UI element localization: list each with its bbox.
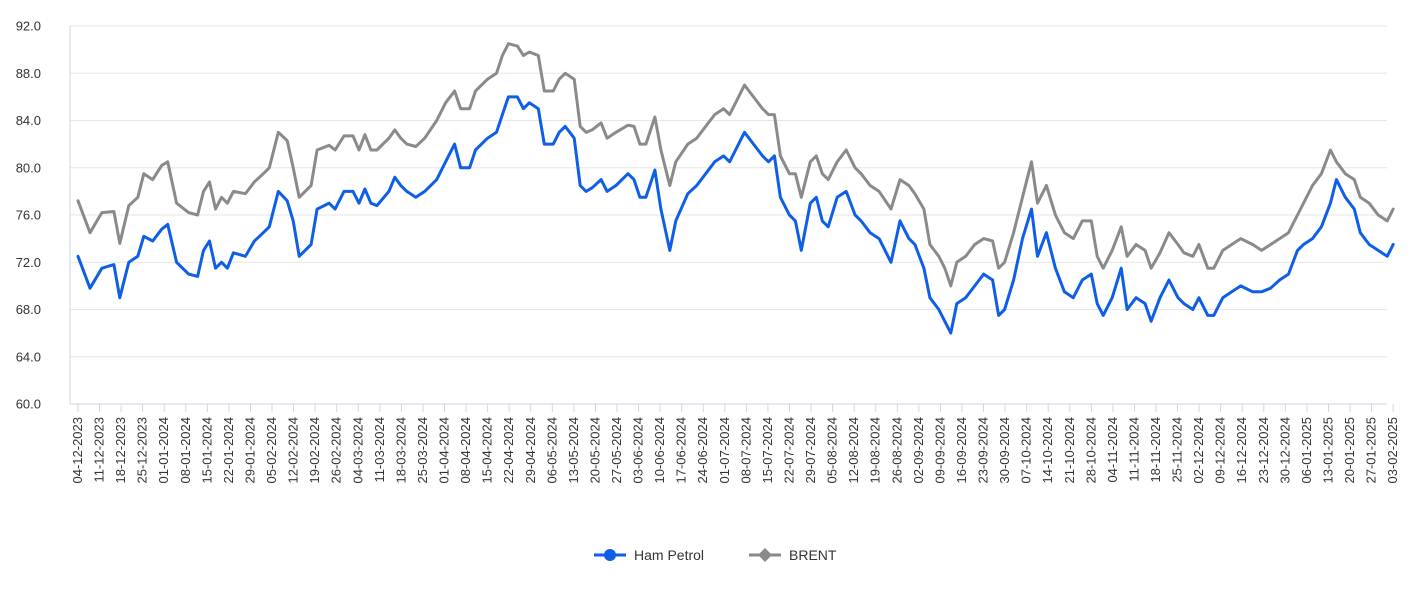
x-tick-label: 13-01-2025 bbox=[1320, 417, 1335, 484]
x-tick-label: 13-05-2024 bbox=[566, 417, 581, 484]
x-tick-label: 09-12-2024 bbox=[1213, 417, 1228, 484]
legend-label: Ham Petrol bbox=[634, 547, 704, 563]
x-axis-ticks: 04-12-2023 11-12-2023 18-12-2023 25-12-2023… bbox=[70, 404, 1400, 484]
series-lines bbox=[76, 42, 1395, 335]
x-tick-label: 07-10-2024 bbox=[1019, 417, 1034, 484]
x-tick-label: 18-11-2024 bbox=[1148, 417, 1163, 483]
x-tick-label: 16-09-2024 bbox=[954, 417, 969, 484]
x-tick-label: 20-01-2025 bbox=[1342, 417, 1357, 484]
x-tick-label: 08-04-2024 bbox=[458, 417, 473, 484]
x-tick-label: 25-12-2023 bbox=[135, 417, 150, 484]
y-axis-ticks: 60.0 64.0 68.0 72.0 76.0 80.0 84.0 88.0 92.0 bbox=[16, 19, 41, 412]
x-tick-label: 03-02-2025 bbox=[1385, 417, 1400, 484]
x-tick-label: 24-06-2024 bbox=[695, 417, 710, 484]
legend-circle-icon bbox=[604, 549, 616, 561]
x-tick-label: 29-04-2024 bbox=[523, 417, 538, 484]
x-tick-label: 11-12-2023 bbox=[92, 417, 107, 483]
gridlines bbox=[70, 25, 1387, 358]
y-tick-label: 88.0 bbox=[16, 66, 41, 81]
y-tick-label: 84.0 bbox=[16, 113, 41, 128]
x-tick-label: 19-08-2024 bbox=[868, 417, 883, 484]
x-tick-label: 11-03-2024 bbox=[372, 417, 387, 483]
x-tick-label: 01-04-2024 bbox=[437, 417, 452, 484]
x-tick-label: 02-09-2024 bbox=[911, 417, 926, 484]
y-tick-label: 72.0 bbox=[16, 255, 41, 270]
legend[interactable]: Ham Petrol BRENT bbox=[594, 547, 837, 563]
x-tick-label: 10-06-2024 bbox=[652, 417, 667, 484]
y-tick-label: 80.0 bbox=[16, 160, 41, 175]
x-tick-label: 01-07-2024 bbox=[717, 417, 732, 484]
x-tick-label: 27-01-2025 bbox=[1364, 417, 1379, 484]
legend-item-ham-petrol[interactable]: Ham Petrol bbox=[594, 547, 704, 563]
x-tick-label: 23-12-2024 bbox=[1256, 417, 1271, 484]
x-tick-label: 01-01-2024 bbox=[156, 417, 171, 484]
x-tick-label: 25-03-2024 bbox=[415, 417, 430, 484]
x-tick-label: 14-10-2024 bbox=[1040, 417, 1055, 484]
x-tick-label: 03-06-2024 bbox=[631, 417, 646, 484]
x-tick-label: 04-12-2023 bbox=[70, 417, 85, 484]
x-tick-label: 26-02-2024 bbox=[329, 417, 344, 484]
legend-item-brent[interactable]: BRENT bbox=[749, 547, 837, 563]
y-tick-label: 92.0 bbox=[16, 19, 41, 34]
x-tick-label: 27-05-2024 bbox=[609, 417, 624, 484]
x-tick-label: 12-02-2024 bbox=[286, 417, 301, 484]
x-tick-label: 08-01-2024 bbox=[178, 417, 193, 484]
y-tick-label: 64.0 bbox=[16, 349, 41, 364]
legend-label: BRENT bbox=[789, 547, 837, 563]
x-tick-label: 04-03-2024 bbox=[350, 417, 365, 484]
x-tick-label: 18-03-2024 bbox=[393, 417, 408, 484]
x-tick-label: 17-06-2024 bbox=[674, 417, 689, 484]
x-tick-label: 22-04-2024 bbox=[501, 417, 516, 484]
x-tick-label: 11-11-2024 bbox=[1126, 417, 1141, 482]
x-tick-label: 15-07-2024 bbox=[760, 417, 775, 484]
x-tick-label: 29-01-2024 bbox=[242, 417, 257, 484]
series-line-brent bbox=[76, 42, 1395, 288]
y-tick-label: 60.0 bbox=[16, 397, 41, 412]
x-tick-label: 22-01-2024 bbox=[221, 417, 236, 484]
y-tick-label: 76.0 bbox=[16, 208, 41, 223]
x-tick-label: 29-07-2024 bbox=[803, 417, 818, 484]
legend-diamond-icon bbox=[758, 548, 772, 562]
x-tick-label: 04-11-2024 bbox=[1105, 417, 1120, 483]
x-tick-label: 06-05-2024 bbox=[544, 417, 559, 484]
x-tick-label: 22-07-2024 bbox=[781, 417, 796, 484]
x-tick-label: 25-11-2024 bbox=[1170, 417, 1185, 483]
x-tick-label: 18-12-2023 bbox=[113, 417, 128, 484]
x-tick-label: 08-07-2024 bbox=[738, 417, 753, 484]
x-tick-label: 30-09-2024 bbox=[997, 417, 1012, 484]
x-tick-label: 12-08-2024 bbox=[846, 417, 861, 484]
x-tick-label: 30-12-2024 bbox=[1277, 417, 1292, 484]
x-tick-label: 21-10-2024 bbox=[1062, 417, 1077, 484]
x-tick-label: 05-02-2024 bbox=[264, 417, 279, 484]
x-tick-label: 23-09-2024 bbox=[976, 417, 991, 484]
axes bbox=[69, 26, 1387, 405]
x-tick-label: 09-09-2024 bbox=[932, 417, 947, 484]
x-tick-label: 15-01-2024 bbox=[199, 417, 214, 484]
x-tick-label: 16-12-2024 bbox=[1234, 417, 1249, 484]
x-tick-label: 26-08-2024 bbox=[889, 417, 904, 484]
x-tick-label: 20-05-2024 bbox=[587, 417, 602, 484]
x-tick-label: 05-08-2024 bbox=[825, 417, 840, 484]
x-tick-label: 28-10-2024 bbox=[1083, 417, 1098, 484]
y-tick-label: 68.0 bbox=[16, 302, 41, 317]
x-tick-label: 15-04-2024 bbox=[480, 417, 495, 484]
series-line-ham-petrol bbox=[76, 95, 1395, 335]
x-tick-label: 19-02-2024 bbox=[307, 417, 322, 484]
x-tick-label: 02-12-2024 bbox=[1191, 417, 1206, 484]
x-tick-label: 06-01-2025 bbox=[1299, 417, 1314, 484]
